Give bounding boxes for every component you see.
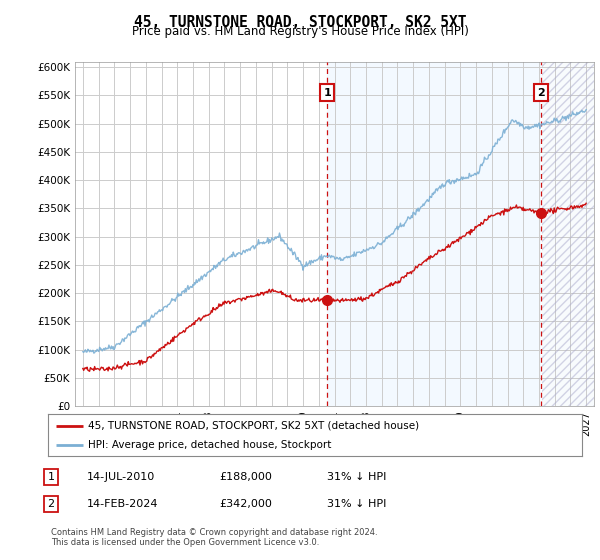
Text: 31% ↓ HPI: 31% ↓ HPI [327, 499, 386, 509]
Text: Contains HM Land Registry data © Crown copyright and database right 2024.
This d: Contains HM Land Registry data © Crown c… [51, 528, 377, 548]
Text: £342,000: £342,000 [219, 499, 272, 509]
Text: 1: 1 [47, 472, 55, 482]
Text: 1: 1 [323, 88, 331, 97]
Text: 14-FEB-2024: 14-FEB-2024 [87, 499, 158, 509]
Bar [542, 62, 594, 406]
Text: 45, TURNSTONE ROAD, STOCKPORT, SK2 5XT (detached house): 45, TURNSTONE ROAD, STOCKPORT, SK2 5XT (… [88, 421, 419, 431]
Text: £188,000: £188,000 [219, 472, 272, 482]
Text: Price paid vs. HM Land Registry's House Price Index (HPI): Price paid vs. HM Land Registry's House … [131, 25, 469, 38]
Text: 45, TURNSTONE ROAD, STOCKPORT, SK2 5XT: 45, TURNSTONE ROAD, STOCKPORT, SK2 5XT [134, 15, 466, 30]
Text: HPI: Average price, detached house, Stockport: HPI: Average price, detached house, Stoc… [88, 440, 331, 450]
Text: 2: 2 [537, 88, 545, 97]
Text: 14-JUL-2010: 14-JUL-2010 [87, 472, 155, 482]
Bar [542, 62, 594, 406]
Text: 2: 2 [47, 499, 55, 509]
Text: 31% ↓ HPI: 31% ↓ HPI [327, 472, 386, 482]
Bar [327, 62, 541, 406]
